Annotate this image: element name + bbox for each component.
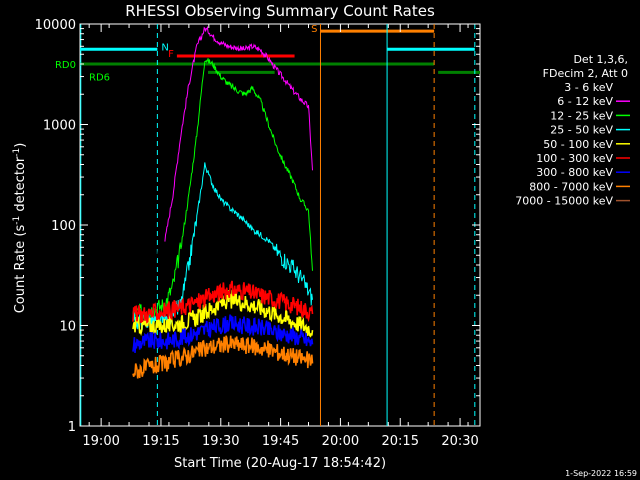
footer-date: 1-Sep-2022 16:59 <box>565 469 637 478</box>
x-tick-label: 20:15 <box>382 434 419 449</box>
legend-header-line-2: FDecim 2, Att 0 <box>543 67 628 80</box>
y-axis-label-sup1: -1 <box>12 216 22 225</box>
y-axis-label-sup2: -1 <box>12 148 22 157</box>
y-axis-label-mid: detector <box>13 156 28 216</box>
legend-entry-label-7: 800 - 7000 keV <box>529 180 613 193</box>
series-line-1 <box>164 25 313 242</box>
y-axis-label-main: Count Rate (s <box>13 225 28 314</box>
series-line-0 <box>132 128 313 275</box>
y-tick-label: 1 <box>68 420 76 435</box>
legend-entry-label-2: 12 - 25 keV <box>550 109 613 122</box>
x-tick-label: 20:00 <box>322 434 359 449</box>
y-axis-label-end: ) <box>13 143 28 148</box>
x-tick-label: 19:30 <box>202 434 239 449</box>
legend-entry-label-4: 50 - 100 keV <box>543 138 613 151</box>
chart-title: RHESSI Observing Summary Count Rates <box>125 2 435 20</box>
x-tick-label: 19:00 <box>82 434 119 449</box>
series-line-5 <box>132 280 314 324</box>
y-tick-label: 10 <box>59 320 76 335</box>
series-lines <box>132 25 314 379</box>
legend-entry-label-0: 3 - 6 keV <box>564 81 613 94</box>
flag-label-5: RD6 <box>89 72 110 83</box>
x-axis: 19:00 19:15 19:30 19:45 20:00 20:15 20:30 <box>82 24 479 449</box>
legend-header-line-1: Det 1,3,6, <box>573 53 628 66</box>
x-tick-label: 19:15 <box>142 434 179 449</box>
flag-bars: N S F RD0 RD6 <box>55 24 480 83</box>
series-line-2 <box>132 58 313 321</box>
y-tick-label: 100 <box>51 219 76 234</box>
series-line-7 <box>132 335 314 379</box>
x-tick-label: 20:30 <box>441 434 478 449</box>
legend-entry-label-8: 7000 - 15000 keV <box>515 195 613 208</box>
legend-entry-label-1: 6 - 12 keV <box>557 95 613 108</box>
y-tick-label: 1000 <box>43 119 76 134</box>
flag-label-4: RD0 <box>55 60 76 71</box>
x-axis-label: Start Time (20-Aug-17 18:54:42) <box>174 456 386 471</box>
flag-label-3: F <box>168 49 174 60</box>
y-axis-label: Count Rate (s-1 detector-1) <box>12 143 28 314</box>
x-tick-label: 19:45 <box>262 434 299 449</box>
flag-label-2: S <box>311 24 317 35</box>
vertical-markers <box>80 24 476 426</box>
series-line-6 <box>132 314 314 353</box>
legend-entry-label-3: 25 - 50 keV <box>550 124 613 137</box>
y-tick-label: 10000 <box>35 18 76 33</box>
legend-entry-label-6: 300 - 800 keV <box>536 166 613 179</box>
flag-label-0: N <box>161 42 168 53</box>
y-axis: 1 10 100 1000 10000 <box>35 18 480 435</box>
legend-entry-label-5: 100 - 300 keV <box>536 152 613 165</box>
